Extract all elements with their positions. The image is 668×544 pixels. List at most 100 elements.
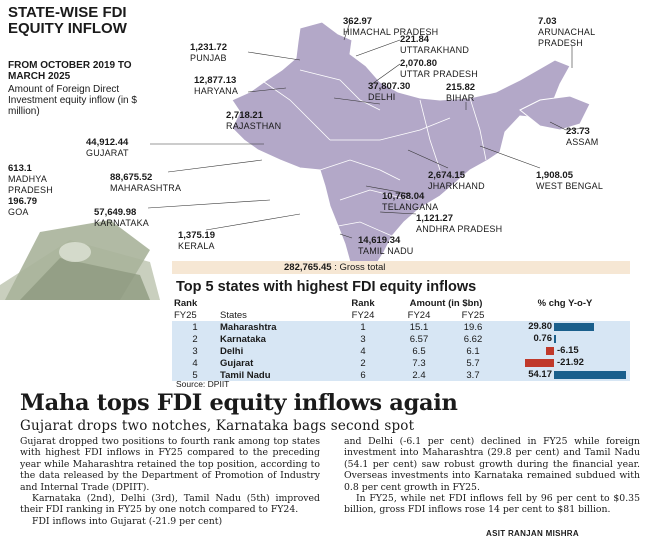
value-gujarat: 44,912.44 xyxy=(86,137,129,148)
rank-fy24: 6 xyxy=(360,369,366,381)
chg-bar xyxy=(554,371,626,379)
body-column-right: and Delhi (-6.1 per cent) declined in FY… xyxy=(344,436,640,516)
currency-notes-illustration xyxy=(0,220,160,300)
chg-bar xyxy=(554,323,594,331)
amount-fy25: 3.7 xyxy=(466,369,480,381)
value-jharkhand: 2,674.15 xyxy=(428,170,465,181)
units-label: Amount of Foreign Direct Investment equi… xyxy=(8,84,137,117)
value-karnataka: 57,649.98 xyxy=(94,207,137,218)
table-row: 5 Tamil Nadu 6 2.4 3.7 54.17 xyxy=(172,369,630,381)
rank-fy24: 2 xyxy=(360,357,366,369)
value-kerala: 1,375.19 xyxy=(178,230,215,241)
chg-cell: 29.80 xyxy=(500,321,630,333)
table-row: 2 Karnataka 3 6.57 6.62 0.76 xyxy=(172,333,630,345)
name-bihar: BIHAR xyxy=(446,93,475,103)
source-note: Source: DPIIT xyxy=(176,379,230,389)
name-jharkhand: JHARKHAND xyxy=(428,181,485,191)
table-row: 3 Delhi 4 6.5 6.1 -6.15 xyxy=(172,345,630,357)
header-amount-fy25: FY25 xyxy=(461,309,485,321)
value-bihar: 215.82 xyxy=(446,82,476,93)
body-right-para-2: In FY25, while net FDI inflows fell by 9… xyxy=(344,493,640,516)
name-arunachal: ARUNACHAL PRADESH xyxy=(538,27,595,48)
rank-fy24: 4 xyxy=(360,345,366,357)
label-mp: 613.1 MADHYA PRADESH xyxy=(8,163,68,196)
header-amount: Amount (in $bn) xyxy=(409,297,483,309)
label-jharkhand: 2,674.15 JHARKHAND xyxy=(428,170,485,192)
value-delhi: 37,807.30 xyxy=(368,81,411,92)
value-maharashtra: 88,675.52 xyxy=(110,172,153,183)
label-assam: 23.73 ASSAM xyxy=(566,126,599,148)
rank-fy24: 3 xyxy=(360,333,366,345)
subheadline: Gujarat drops two notches, Karnataka bag… xyxy=(20,418,415,434)
name-tn: TAMIL NADU xyxy=(358,246,414,256)
state-name: Maharashtra xyxy=(220,321,277,333)
amount-fy25: 6.62 xyxy=(463,333,483,345)
name-telangana: TELANGANA xyxy=(382,202,439,212)
value-punjab: 1,231.72 xyxy=(190,42,227,53)
period-label: FROM OCTOBER 2019 TO MARCH 2025 xyxy=(8,60,132,82)
value-mp: 613.1 xyxy=(8,163,32,174)
label-telangana: 10,768.04 TELANGANA xyxy=(382,191,438,213)
rank-fy25: 2 xyxy=(192,333,198,345)
body-right-para-1: and Delhi (-6.1 per cent) declined in FY… xyxy=(344,436,640,493)
state-name: Tamil Nadu xyxy=(220,369,271,381)
chg-cell: 54.17 xyxy=(500,369,630,381)
leader-lines xyxy=(147,21,587,239)
table-header-row-2: FY25 States FY24 FY24 FY25 xyxy=(172,309,630,321)
rank-fy24: 1 xyxy=(360,321,366,333)
header-rank-2: Rank xyxy=(351,297,375,309)
label-rajasthan: 2,718.21 RAJASTHAN xyxy=(226,110,281,132)
body-left-para-1: Gujarat dropped two positions to fourth … xyxy=(20,436,320,493)
label-kerala: 1,375.19 KERALA xyxy=(178,230,215,252)
header-chg: % chg Y-o-Y xyxy=(537,297,593,309)
label-up: 2,070.80 UTTAR PRADESH xyxy=(400,58,478,80)
chg-bar xyxy=(554,335,556,343)
amount-fy25: 19.6 xyxy=(463,321,483,333)
chg-value: 54.17 xyxy=(528,369,552,380)
value-uttarakhand: 221.84 xyxy=(400,34,430,45)
gross-total-label: : Gross total xyxy=(334,262,386,273)
name-rajasthan: RAJASTHAN xyxy=(226,121,282,131)
value-haryana: 12,877.13 xyxy=(194,75,237,86)
chg-value: 29.80 xyxy=(528,321,552,332)
state-borders xyxy=(263,69,487,237)
label-haryana: 12,877.13 HARYANA xyxy=(194,75,238,97)
india-outline xyxy=(231,21,571,273)
label-wb: 1,908.05 WEST BENGAL xyxy=(536,170,603,192)
chg-value: -21.92 xyxy=(557,357,584,368)
label-maharashtra: 88,675.52 MAHARASHTRA xyxy=(110,172,181,194)
name-punjab: PUNJAB xyxy=(190,53,227,63)
label-ap: 1,121.27 ANDHRA PRADESH xyxy=(416,213,502,235)
table-row: 1 Maharashtra 1 15.1 19.6 29.80 xyxy=(172,321,630,333)
amount-fy24: 7.3 xyxy=(412,357,426,369)
amount-fy25: 6.1 xyxy=(466,345,480,357)
graphic-title: STATE-WISE FDI EQUITY INFLOW xyxy=(8,4,127,37)
header-fy25: FY25 xyxy=(174,309,197,321)
table-header-row-1: Rank Rank Amount (in $bn) % chg Y-o-Y xyxy=(172,297,630,309)
india-map xyxy=(0,21,591,300)
name-kerala: KERALA xyxy=(178,241,215,251)
body-column-left: Gujarat dropped two positions to fourth … xyxy=(20,436,320,527)
body-left-para-2: Karnataka (2nd), Delhi (3rd), Tamil Nadu… xyxy=(20,493,320,516)
header-rank: Rank xyxy=(174,297,198,309)
value-rajasthan: 2,718.21 xyxy=(226,110,263,121)
state-name: Gujarat xyxy=(220,357,254,369)
label-uttarakhand: 221.84 UTTARAKHAND xyxy=(400,34,469,56)
value-himachal: 362.97 xyxy=(343,16,373,27)
label-arunachal: 7.03 ARUNACHAL PRADESH xyxy=(538,16,628,49)
name-uttarakhand: UTTARAKHAND xyxy=(400,45,470,55)
amount-fy24: 6.5 xyxy=(412,345,426,357)
label-delhi: 37,807.30 DELHI xyxy=(368,81,410,103)
label-himachal: 362.97 HIMACHAL PRADESH xyxy=(343,16,438,38)
value-tn: 14,619.34 xyxy=(358,235,401,246)
gross-total-strip: 282,765.45 : Gross total xyxy=(172,261,630,274)
chg-value: -6.15 xyxy=(557,345,579,356)
rank-fy25: 3 xyxy=(192,345,198,357)
chg-bar xyxy=(524,359,554,367)
value-assam: 23.73 xyxy=(566,126,590,137)
name-delhi: DELHI xyxy=(368,92,396,102)
name-assam: ASSAM xyxy=(566,137,599,147)
chg-cell: 0.76 xyxy=(500,333,630,345)
name-wb: WEST BENGAL xyxy=(536,181,604,191)
value-up: 2,070.80 xyxy=(400,58,437,69)
